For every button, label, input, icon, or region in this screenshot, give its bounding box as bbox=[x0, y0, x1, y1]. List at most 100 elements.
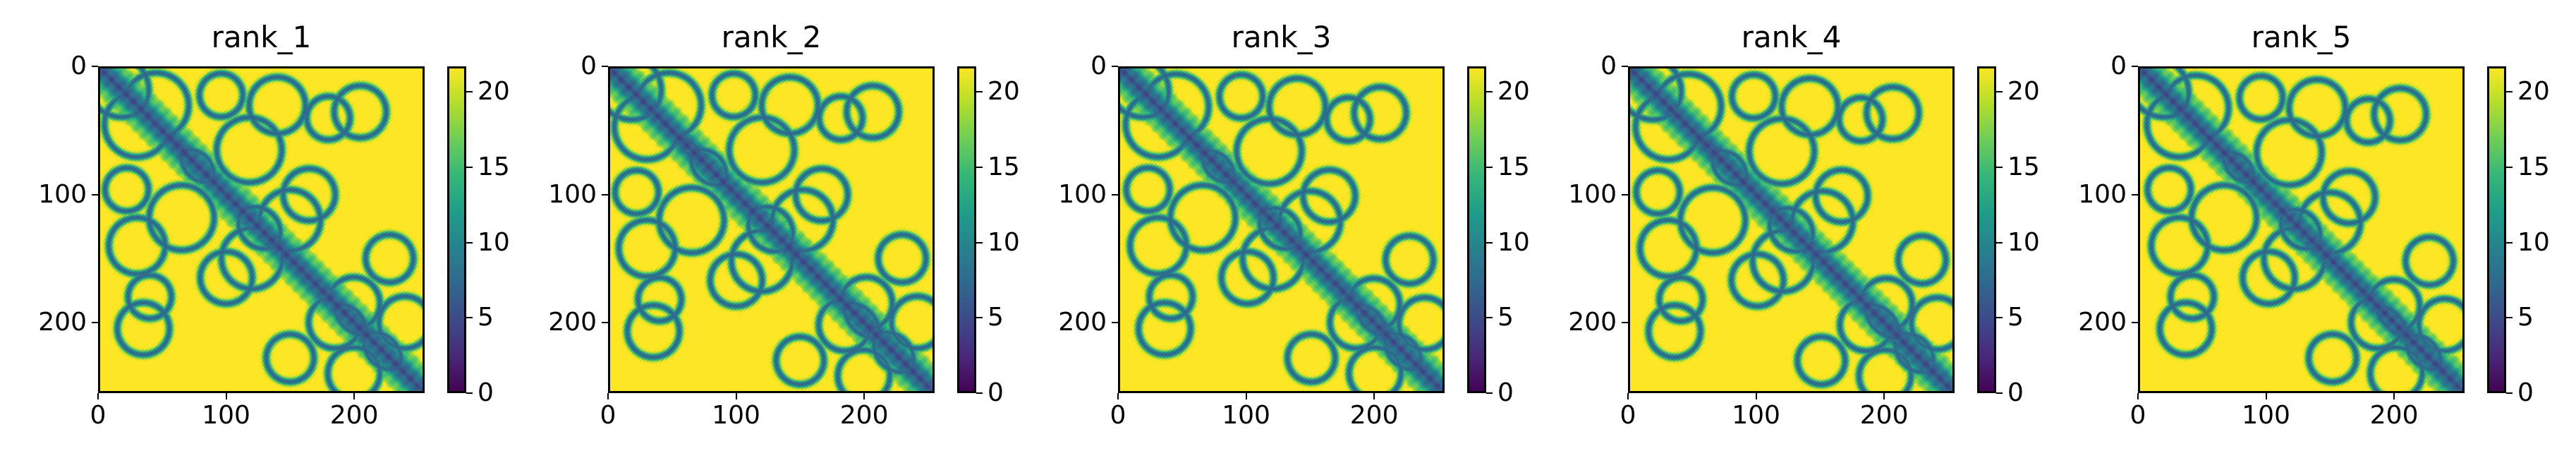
x-tick-label: 0 bbox=[1620, 401, 1636, 430]
y-tick-mark bbox=[1622, 193, 1628, 196]
heatmap-panel: rank_1 0 100 200 0 100 200 0 5 10 15 20 bbox=[0, 0, 510, 463]
heatmap-image bbox=[1118, 66, 1445, 393]
y-tick-mark bbox=[1622, 322, 1628, 324]
colorbar-tick-label: 15 bbox=[1497, 152, 1530, 181]
x-tick-mark bbox=[2265, 393, 2267, 399]
heatmap-image bbox=[1628, 66, 1955, 393]
colorbar-tick-label: 0 bbox=[988, 378, 1004, 407]
y-tick-mark bbox=[92, 193, 98, 196]
x-tick-mark bbox=[1245, 393, 1247, 399]
y-tick-mark bbox=[602, 66, 608, 67]
y-tick-mark bbox=[92, 322, 98, 324]
colorbar-tick-mark bbox=[1996, 392, 2003, 394]
y-tick-label: 100 bbox=[38, 179, 87, 209]
chart-title: rank_5 bbox=[2251, 20, 2352, 54]
colorbar-tick-label: 5 bbox=[2007, 303, 2024, 332]
x-tick-label: 0 bbox=[90, 401, 107, 430]
x-tick-label: 200 bbox=[329, 401, 379, 430]
colorbar-tick-mark bbox=[466, 392, 473, 394]
y-tick-label: 100 bbox=[2078, 179, 2127, 209]
colorbar-tick-mark bbox=[976, 91, 983, 93]
x-tick-mark bbox=[2393, 393, 2395, 399]
x-tick-label: 200 bbox=[839, 401, 889, 430]
x-tick-mark bbox=[97, 393, 99, 399]
colorbar-tick-label: 20 bbox=[2007, 77, 2040, 107]
x-tick-mark bbox=[1883, 393, 1885, 399]
colorbar-tick-mark bbox=[466, 166, 473, 168]
y-tick-label: 100 bbox=[1058, 179, 1107, 209]
x-tick-mark bbox=[353, 393, 356, 399]
x-tick-label: 0 bbox=[600, 401, 616, 430]
chart-title: rank_1 bbox=[211, 20, 312, 54]
colorbar-tick-label: 20 bbox=[478, 77, 510, 107]
x-tick-label: 100 bbox=[202, 401, 250, 430]
colorbar-tick-label: 0 bbox=[2007, 378, 2024, 407]
colorbar-tick-label: 5 bbox=[2517, 303, 2534, 332]
y-tick-mark bbox=[2132, 322, 2138, 324]
y-tick-label: 0 bbox=[1600, 52, 1617, 80]
colorbar-tick-mark bbox=[1486, 392, 1493, 394]
x-tick-mark bbox=[735, 393, 737, 399]
y-tick-mark bbox=[1112, 193, 1118, 196]
chart-title: rank_2 bbox=[721, 20, 822, 54]
colorbar-tick-mark bbox=[1996, 241, 2003, 243]
y-tick-label: 200 bbox=[2078, 308, 2127, 337]
y-tick-label: 100 bbox=[548, 179, 597, 209]
colorbar-tick-mark bbox=[2506, 91, 2513, 93]
x-tick-label: 0 bbox=[1110, 401, 1126, 430]
colorbar-tick-mark bbox=[1996, 91, 2003, 93]
colorbar-tick-label: 15 bbox=[2517, 152, 2550, 181]
x-tick-mark bbox=[2137, 393, 2139, 399]
heatmap-panel: rank_5 0 100 200 0 100 200 0 5 10 15 20 bbox=[2040, 0, 2550, 463]
colorbar-tick-label: 5 bbox=[988, 303, 1004, 332]
heatmap-image bbox=[98, 66, 425, 393]
x-tick-mark bbox=[607, 393, 609, 399]
x-tick-mark bbox=[1117, 393, 1119, 399]
x-tick-label: 100 bbox=[712, 401, 760, 430]
colorbar-tick-mark bbox=[1486, 241, 1493, 243]
x-tick-mark bbox=[1627, 393, 1629, 399]
colorbar-tick-mark bbox=[976, 392, 983, 394]
y-tick-label: 0 bbox=[1090, 52, 1107, 80]
colorbar-tick-label: 15 bbox=[988, 152, 1020, 181]
y-tick-mark bbox=[1112, 322, 1118, 324]
colorbar-tick-label: 0 bbox=[1497, 378, 1514, 407]
colorbar-tick-label: 5 bbox=[478, 303, 494, 332]
y-tick-label: 200 bbox=[1058, 308, 1107, 337]
y-tick-mark bbox=[602, 322, 608, 324]
colorbar-tick-label: 5 bbox=[1497, 303, 1514, 332]
x-tick-label: 200 bbox=[1349, 401, 1399, 430]
x-tick-mark bbox=[1755, 393, 1757, 399]
y-tick-label: 200 bbox=[1568, 308, 1617, 337]
colorbar bbox=[447, 66, 466, 393]
heatmap-image bbox=[2138, 66, 2465, 393]
y-tick-label: 0 bbox=[2110, 52, 2127, 80]
colorbar-tick-mark bbox=[1486, 317, 1493, 319]
x-tick-label: 0 bbox=[2130, 401, 2146, 430]
colorbar-tick-mark bbox=[466, 317, 473, 319]
heatmap-panel: rank_4 0 100 200 0 100 200 0 5 10 15 20 bbox=[1530, 0, 2040, 463]
x-tick-mark bbox=[863, 393, 865, 399]
colorbar-tick-mark bbox=[1996, 317, 2003, 319]
y-tick-mark bbox=[2132, 193, 2138, 196]
colorbar-tick-mark bbox=[976, 241, 983, 243]
colorbar-tick-mark bbox=[2506, 241, 2513, 243]
colorbar bbox=[2487, 66, 2506, 393]
colorbar-tick-label: 0 bbox=[478, 378, 494, 407]
colorbar-tick-mark bbox=[2506, 392, 2513, 394]
y-tick-label: 0 bbox=[581, 52, 597, 80]
colorbar bbox=[957, 66, 976, 393]
chart-title: rank_4 bbox=[1741, 20, 1842, 54]
colorbar-tick-label: 10 bbox=[478, 227, 510, 257]
colorbar-tick-label: 20 bbox=[1497, 77, 1530, 107]
colorbar bbox=[1977, 66, 1996, 393]
y-tick-label: 200 bbox=[38, 308, 87, 337]
colorbar-tick-label: 10 bbox=[2517, 227, 2550, 257]
y-tick-mark bbox=[92, 66, 98, 67]
y-tick-label: 100 bbox=[1568, 179, 1617, 209]
colorbar-tick-mark bbox=[466, 241, 473, 243]
heatmap-panel: rank_3 0 100 200 0 100 200 0 5 10 15 20 bbox=[1020, 0, 1530, 463]
y-tick-label: 0 bbox=[71, 52, 87, 80]
x-tick-label: 100 bbox=[1222, 401, 1270, 430]
y-tick-mark bbox=[602, 193, 608, 196]
